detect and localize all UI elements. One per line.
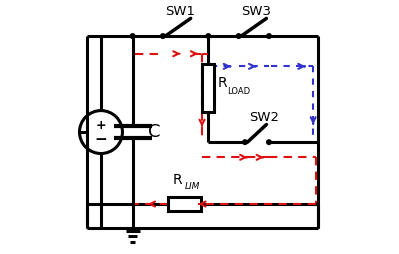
Text: SW3: SW3 — [241, 5, 271, 18]
Bar — [202, 64, 214, 112]
Circle shape — [267, 34, 271, 38]
Text: LOAD: LOAD — [227, 87, 251, 96]
Bar — [168, 197, 201, 211]
Text: R: R — [172, 173, 182, 187]
Text: −: − — [95, 132, 107, 147]
Text: +: + — [96, 119, 106, 132]
Text: LIM: LIM — [184, 182, 200, 191]
Circle shape — [236, 34, 241, 38]
Text: R: R — [217, 76, 227, 90]
Text: SW1: SW1 — [166, 5, 196, 18]
Circle shape — [243, 140, 247, 145]
Text: C: C — [148, 123, 160, 141]
Circle shape — [161, 34, 165, 38]
Circle shape — [206, 34, 211, 38]
Circle shape — [130, 34, 135, 38]
Text: SW2: SW2 — [249, 112, 280, 124]
Circle shape — [267, 140, 271, 145]
